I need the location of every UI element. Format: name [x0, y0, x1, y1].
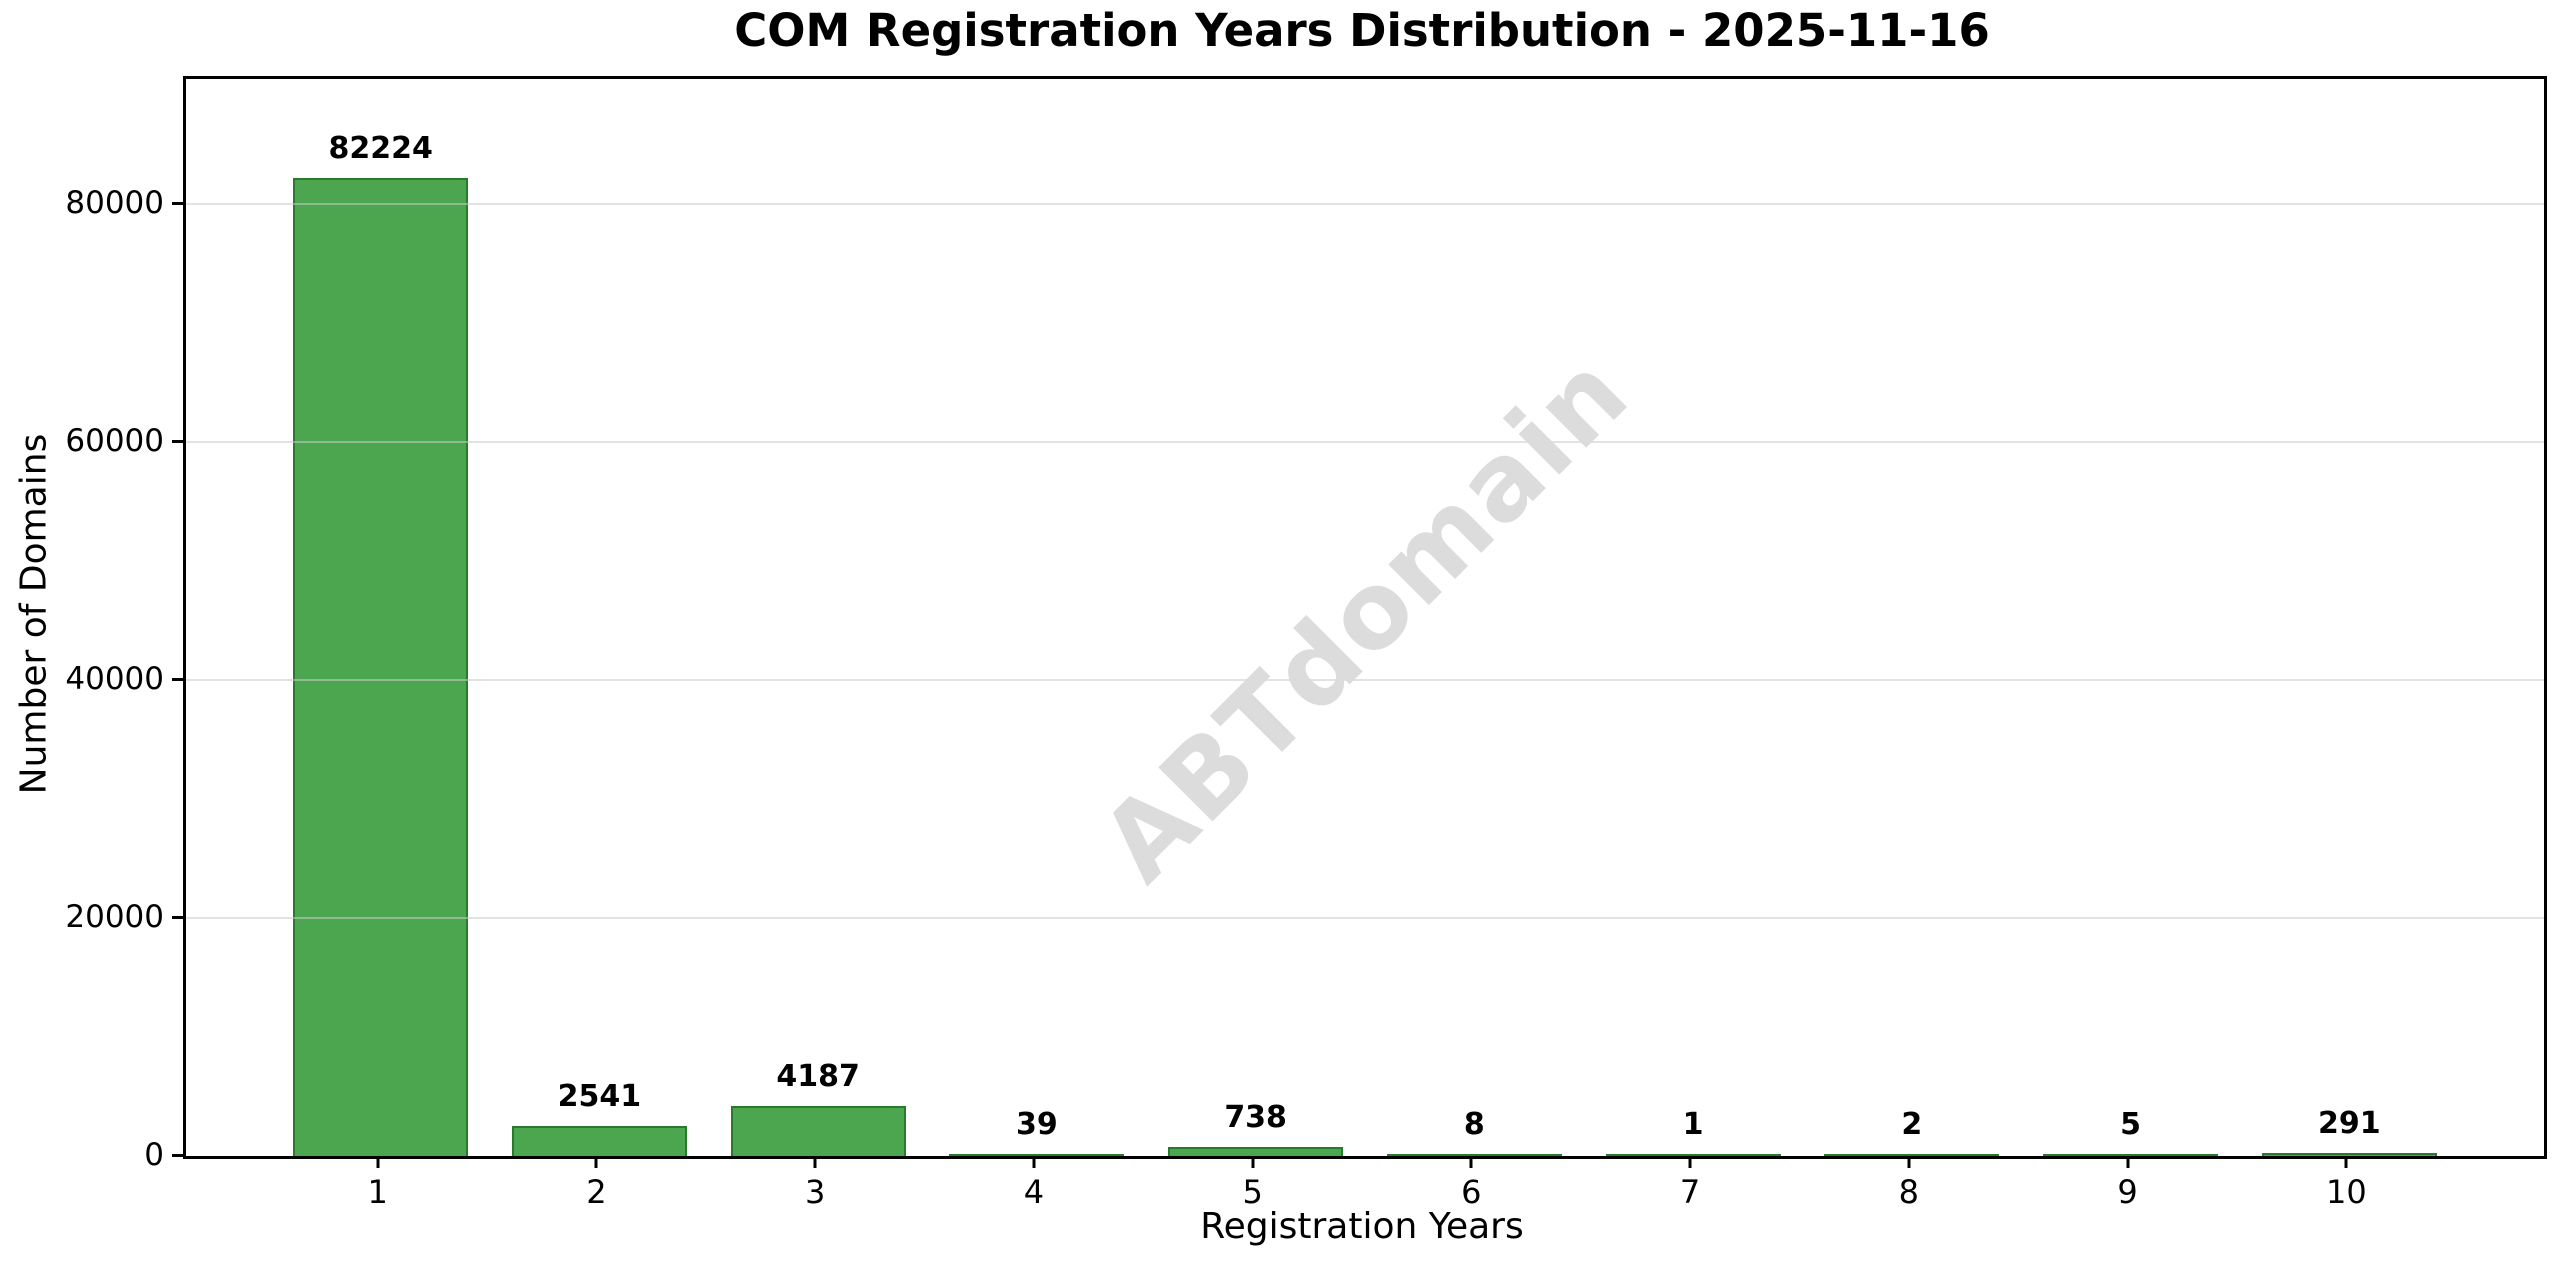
bar: [2043, 1154, 2219, 1156]
x-tick-label: 4: [1023, 1173, 1045, 1211]
x-tick-mark: [1469, 1156, 1473, 1168]
y-tick-label: 0: [144, 1137, 164, 1173]
bar: [293, 177, 469, 1156]
y-tick-mark: [172, 1154, 183, 1157]
y-tick-label: 60000: [65, 422, 164, 459]
y-tick-label: 20000: [65, 898, 164, 935]
x-tick-label: 3: [804, 1173, 826, 1211]
x-tick-mark: [813, 1156, 817, 1168]
bar-value-label: 4187: [776, 1059, 860, 1095]
bar-value-label: 8: [1463, 1107, 1485, 1142]
bar-value-label: 738: [1224, 1100, 1287, 1136]
x-tick-mark: [1688, 1156, 1692, 1168]
bar: [949, 1154, 1125, 1156]
bar-value-label: 1: [1682, 1107, 1704, 1142]
chart-title: COM Registration Years Distribution - 20…: [734, 4, 1990, 57]
gridline: [186, 678, 2544, 681]
y-tick-mark: [172, 201, 183, 205]
x-axis-label: Registration Years: [1200, 1206, 1524, 1247]
bar-value-label: 2: [1901, 1107, 1923, 1142]
x-tick-label: 8: [1898, 1173, 1920, 1211]
x-tick-mark: [1907, 1156, 1911, 1168]
watermark-text: ABTdomain: [1078, 330, 1652, 905]
bar-value-label: 39: [1016, 1107, 1058, 1142]
bar-value-label: 5: [2120, 1107, 2142, 1142]
x-tick-mark: [1032, 1156, 1036, 1168]
gridline: [186, 916, 2544, 919]
y-tick-label: 40000: [65, 660, 164, 697]
x-tick-label: 5: [1242, 1173, 1263, 1211]
x-tick-label: 10: [2325, 1173, 2367, 1211]
y-tick-mark: [172, 677, 183, 681]
bar: [730, 1106, 906, 1156]
bar: [1605, 1154, 1781, 1156]
x-tick-label: 9: [2117, 1173, 2138, 1211]
bar: [511, 1125, 687, 1156]
y-tick-mark: [172, 915, 183, 919]
x-tick-label: 6: [1461, 1173, 1482, 1211]
plot-area: ABTdomain 82224 2541 4187 39 738 8 1 2 5 291: [183, 76, 2547, 1159]
bar-value-label: 2541: [557, 1078, 642, 1114]
x-tick-mark: [2344, 1156, 2348, 1168]
bar-value-label: 82224: [328, 130, 433, 166]
bar: [1824, 1154, 2000, 1156]
bar-value-label: 291: [2318, 1105, 2381, 1141]
x-tick-label: 7: [1679, 1173, 1701, 1211]
gridline: [186, 440, 2544, 443]
y-tick-label: 80000: [65, 184, 164, 221]
bar: [2261, 1152, 2437, 1156]
x-tick-mark: [2126, 1156, 2130, 1168]
gridline: [186, 202, 2544, 205]
bar: [1168, 1147, 1344, 1156]
x-tick-label: 2: [586, 1173, 607, 1211]
bar: [1386, 1154, 1562, 1156]
y-tick-mark: [172, 439, 183, 443]
x-tick-mark: [594, 1156, 598, 1168]
x-tick-label: 1: [367, 1173, 388, 1211]
x-tick-mark: [376, 1156, 380, 1168]
y-axis-label: Number of Domains: [13, 433, 55, 795]
x-tick-mark: [1251, 1156, 1255, 1168]
